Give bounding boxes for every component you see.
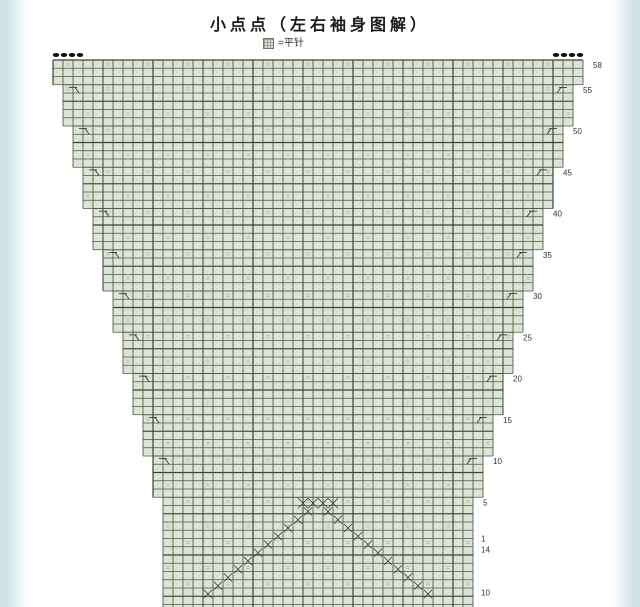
svg-text:20: 20 bbox=[513, 375, 522, 384]
svg-text:30: 30 bbox=[533, 292, 542, 301]
svg-text:10: 10 bbox=[481, 588, 490, 597]
svg-text:15: 15 bbox=[503, 416, 512, 425]
svg-text:35: 35 bbox=[543, 251, 552, 260]
svg-text:45: 45 bbox=[563, 168, 572, 177]
svg-text:14: 14 bbox=[481, 545, 490, 554]
svg-text:55: 55 bbox=[583, 86, 592, 95]
svg-text:10: 10 bbox=[493, 457, 502, 466]
svg-text:58: 58 bbox=[593, 61, 602, 70]
svg-text:5: 5 bbox=[483, 498, 488, 507]
svg-text:25: 25 bbox=[523, 333, 532, 342]
svg-text:1: 1 bbox=[481, 534, 486, 543]
svg-text:50: 50 bbox=[573, 127, 582, 136]
svg-text:40: 40 bbox=[553, 210, 562, 219]
